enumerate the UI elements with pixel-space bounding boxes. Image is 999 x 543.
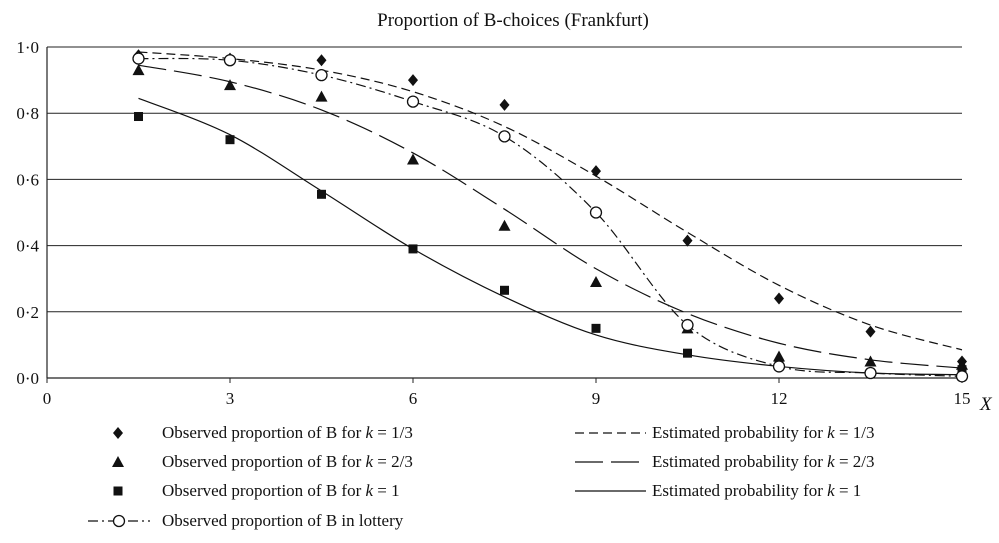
legend-label: Estimated probability for k = 1 <box>652 481 861 500</box>
legend-label-text: Observed proportion of B for <box>162 481 366 500</box>
legend-label-k: k <box>366 423 374 442</box>
x-tick-label: 9 <box>592 389 601 408</box>
y-tick-label: 1·0 <box>16 38 39 57</box>
legend-label-value: = 1/3 <box>373 423 413 442</box>
legend-label-k: k <box>827 481 835 500</box>
data-point-triangle <box>315 90 328 102</box>
legend-label: Estimated probability for k = 1/3 <box>652 423 875 442</box>
data-point-triangle <box>132 64 145 76</box>
legend-label: Observed proportion of B for k = 1/3 <box>162 423 413 442</box>
x-tick-label: 6 <box>409 389 418 408</box>
data-point-circle <box>498 130 511 143</box>
data-point-square <box>683 348 692 358</box>
legend-label-text: Observed proportion of B for <box>162 452 366 471</box>
legend-label-text: Observed proportion of B for <box>162 423 366 442</box>
legend-marker-triangle <box>112 456 124 467</box>
data-point-circle <box>406 95 420 108</box>
data-point-square <box>134 112 143 122</box>
x-tick-label: 15 <box>954 389 971 408</box>
legend-label-value: = 1/3 <box>835 423 875 442</box>
y-tick-label: 0·0 <box>16 369 39 388</box>
series-line-3 <box>138 57 963 377</box>
data-point-square <box>317 189 326 199</box>
legend-label-text: Estimated probability for <box>652 481 827 500</box>
data-point-diamond <box>774 292 784 305</box>
legend-label-text: Estimated probability for <box>652 423 827 442</box>
data-point-square <box>957 365 967 375</box>
data-point-square <box>591 323 601 333</box>
legend-marker-diamond <box>113 427 123 439</box>
data-point-diamond <box>316 54 327 67</box>
legend-label-value: = 2/3 <box>373 452 413 471</box>
legend-label-k: k <box>366 452 374 471</box>
data-point-triangle <box>498 219 511 231</box>
legend-marker-square <box>113 486 123 496</box>
data-point-diamond <box>682 234 693 247</box>
series-line-5 <box>138 64 963 369</box>
legend-label-value: = 2/3 <box>835 452 875 471</box>
data-point-triangle <box>224 79 236 91</box>
legend-label: Estimated probability for k = 2/3 <box>652 452 875 471</box>
legend-label: Observed proportion of B in lottery <box>162 511 404 530</box>
data-point-circle <box>772 360 786 373</box>
legend-label-value: = 1 <box>835 481 862 500</box>
data-point-circle <box>589 206 603 219</box>
data-point-square <box>500 285 509 295</box>
legend-label-k: k <box>827 423 835 442</box>
data-point-diamond <box>499 98 510 111</box>
legend-label-k: k <box>827 452 835 471</box>
legend-label: Observed proportion of B for k = 1 <box>162 481 400 500</box>
axes: 0·0 0·2 0·4 0·6 0·8 1·0 0 3 6 9 12 15 <box>16 38 970 408</box>
data-point-triangle <box>407 153 419 165</box>
data-point-square <box>408 244 418 254</box>
series-markers <box>132 49 969 383</box>
data-point-diamond <box>408 74 418 87</box>
legend: Observed proportion of B for k = 1/3Obse… <box>88 423 875 530</box>
data-point-circle <box>132 52 145 65</box>
chart-title: Proportion of B-choices (Frankfurt) <box>377 10 649 31</box>
data-point-circle <box>681 318 694 332</box>
series-line-6 <box>138 97 963 376</box>
legend-label-k: k <box>366 481 374 500</box>
legend-label-text: Observed proportion of B in lottery <box>162 511 404 530</box>
data-point-circle <box>223 54 237 67</box>
x-tick-label: 0 <box>43 389 52 408</box>
data-point-circle <box>864 366 877 380</box>
data-point-circle <box>955 370 969 383</box>
series-line-4 <box>138 51 963 351</box>
y-tick-label: 0·4 <box>16 237 39 256</box>
data-point-triangle <box>590 276 602 288</box>
data-point-diamond <box>865 325 876 338</box>
data-point-square <box>225 135 235 145</box>
x-tick-label: 12 <box>771 389 788 408</box>
data-point-triangle <box>773 350 785 362</box>
data-point-triangle <box>864 355 877 367</box>
legend-marker-circle <box>112 514 126 528</box>
x-axis-label: X <box>979 394 993 415</box>
y-tick-label: 0·6 <box>16 170 39 189</box>
legend-label-text: Estimated probability for <box>652 452 827 471</box>
data-point-circle <box>315 68 328 82</box>
series-lines <box>138 51 963 377</box>
legend-label-value: = 1 <box>373 481 400 500</box>
data-point-diamond <box>591 165 601 178</box>
x-tick-label: 3 <box>226 389 235 408</box>
legend-label: Observed proportion of B for k = 2/3 <box>162 452 413 471</box>
grid <box>47 46 962 313</box>
y-tick-label: 0·2 <box>16 303 39 322</box>
y-tick-label: 0·8 <box>16 104 39 123</box>
